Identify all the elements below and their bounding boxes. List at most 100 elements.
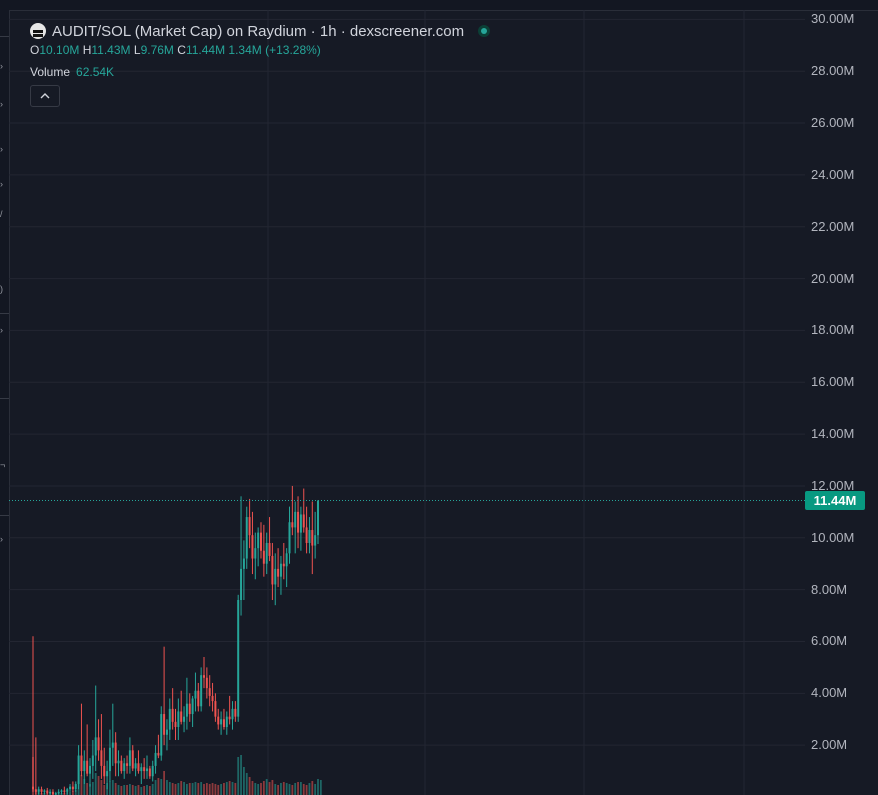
candle-body — [282, 563, 285, 567]
candle-body — [254, 548, 257, 559]
volume-bar — [220, 784, 222, 795]
volume-bar — [168, 782, 171, 795]
volume-bar — [228, 781, 231, 795]
candle-body — [106, 771, 109, 777]
candle-body — [46, 790, 49, 794]
candle-body — [222, 719, 225, 728]
toolbar-tool-icon[interactable]: › — [0, 534, 3, 544]
y-tick-label: 10.00M — [811, 529, 855, 545]
y-tick-label: 6.00M — [811, 633, 848, 649]
volume-bar — [186, 784, 188, 795]
candle-body — [211, 695, 214, 702]
candle-body — [305, 527, 308, 543]
candle-body — [57, 791, 60, 794]
toolbar-tool-icon[interactable]: › — [0, 99, 3, 109]
candle-body — [91, 755, 94, 766]
volume-bar — [305, 785, 308, 795]
candle-body — [126, 763, 129, 766]
volume-bar — [83, 779, 86, 795]
chart-legend: AUDIT/SOL (Market Cap) on Raydium · 1h ·… — [30, 20, 491, 107]
volume-bar — [297, 782, 299, 795]
candle-body — [294, 511, 297, 528]
y-tick-label: 2.00M — [811, 737, 848, 753]
candle-body — [77, 755, 80, 785]
volume-bar — [69, 792, 71, 795]
candle-body — [63, 790, 66, 792]
candle-body — [314, 535, 317, 546]
collapse-legend-button[interactable] — [30, 85, 60, 107]
y-tick-label: 20.00M — [811, 270, 855, 286]
candle-body — [157, 752, 160, 756]
candle-body — [83, 760, 86, 772]
volume-bar — [200, 782, 203, 795]
volume-bar — [137, 785, 140, 795]
volume-bar — [314, 784, 317, 795]
candle-body — [140, 767, 143, 772]
candle-body — [66, 789, 69, 792]
candle-body — [291, 522, 294, 528]
candle-body — [245, 517, 248, 559]
y-tick-label: 24.00M — [811, 166, 855, 182]
volume-bar — [80, 775, 83, 795]
volume-bar — [151, 784, 154, 795]
open-value: 10.10M — [39, 43, 80, 57]
volume-bar — [103, 785, 106, 795]
toolbar-tool-icon[interactable]: ¬ — [0, 460, 6, 470]
volume-bar — [234, 783, 237, 795]
candle-body — [128, 750, 131, 766]
last-price-label: 11.44M — [805, 491, 865, 511]
toolbar-tool-icon[interactable]: › — [0, 179, 3, 189]
candle-body — [146, 768, 148, 772]
volume-bar — [109, 781, 111, 795]
toolbar-tool-icon[interactable]: › — [0, 61, 3, 71]
volume-bar — [91, 782, 94, 795]
volume-bar — [89, 784, 91, 795]
candle-body — [277, 568, 280, 577]
volume-bar — [203, 784, 205, 795]
volume-bar — [140, 787, 143, 795]
volume-label: Volume — [30, 65, 71, 79]
volume-bar — [265, 779, 268, 795]
toolbar-tool-icon[interactable]: ) — [0, 284, 3, 294]
volume-bar — [134, 786, 137, 795]
change-value: 1.34M (+13.28%) — [228, 43, 321, 57]
volume-bar — [231, 782, 234, 795]
candle-body — [137, 763, 140, 772]
volume-bar — [131, 785, 134, 795]
volume-bar — [225, 782, 228, 795]
candle-body — [34, 789, 37, 792]
volume-bar — [129, 784, 131, 795]
candle-body — [123, 763, 126, 772]
candle-body — [191, 698, 194, 715]
candle-body — [234, 708, 237, 717]
toolbar-tool-icon[interactable]: › — [0, 144, 3, 154]
y-tick-label: 18.00M — [811, 322, 855, 338]
candle-body — [231, 708, 234, 720]
chevron-up-icon — [40, 93, 50, 99]
volume-bar — [86, 783, 89, 795]
volume-bar — [248, 777, 251, 795]
volume-bar — [171, 783, 174, 795]
candle-body — [86, 760, 89, 774]
volume-bar — [126, 785, 128, 795]
volume-bar — [208, 784, 211, 795]
candle-body — [117, 760, 120, 764]
candle-body — [299, 514, 302, 533]
volume-bar — [94, 773, 97, 795]
volume-bar — [183, 782, 185, 795]
candle-body — [160, 714, 163, 756]
toolbar-tool-icon[interactable]: / — [0, 209, 3, 219]
candle-body — [60, 790, 63, 792]
volume-bar — [163, 771, 165, 795]
volume-bar — [271, 780, 274, 795]
volume-bar — [211, 783, 214, 795]
live-status-icon — [478, 25, 491, 37]
volume-bar — [120, 786, 123, 795]
candle-body — [260, 532, 262, 551]
volume-bar — [288, 784, 291, 795]
top-toolbar — [9, 0, 878, 11]
candle-body — [154, 752, 157, 766]
candle-body — [80, 755, 83, 772]
toolbar-tool-icon[interactable]: › — [0, 325, 3, 335]
